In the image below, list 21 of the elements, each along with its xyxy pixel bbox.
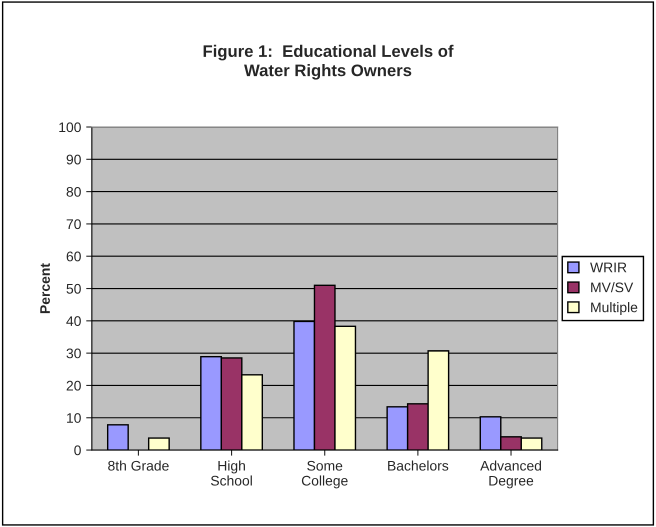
y-tick-label: 10 (67, 413, 81, 423)
x-tick-label: Some College (302, 460, 348, 488)
y-tick-label: 80 (66, 186, 81, 197)
y-axis-title: Percent (40, 263, 50, 314)
legend-label: WRIR (590, 262, 626, 272)
legend-label: MV/SV (591, 282, 634, 292)
y-tick-label: 90 (66, 154, 81, 164)
y-tick-label: 0 (74, 445, 81, 456)
chart-title: Figure 1: Educational Levels of Water Rights Owners (204, 44, 454, 80)
y-tick-label: 70 (66, 219, 81, 230)
y-tick-label: 30 (66, 348, 81, 358)
x-tick-label: Bachelors (388, 460, 448, 471)
y-tick-label: 50 (66, 284, 81, 294)
legend-label: Multiple (591, 302, 638, 316)
y-tick-label: 40 (66, 316, 81, 326)
x-tick-label: 8th Grade (108, 460, 169, 471)
y-tick-label: 20 (66, 380, 81, 391)
y-tick-label: 100 (59, 122, 81, 132)
x-tick-label: High School (210, 460, 252, 486)
y-tick-label: 60 (66, 252, 81, 262)
x-tick-label: Advanced Degree (480, 460, 542, 488)
